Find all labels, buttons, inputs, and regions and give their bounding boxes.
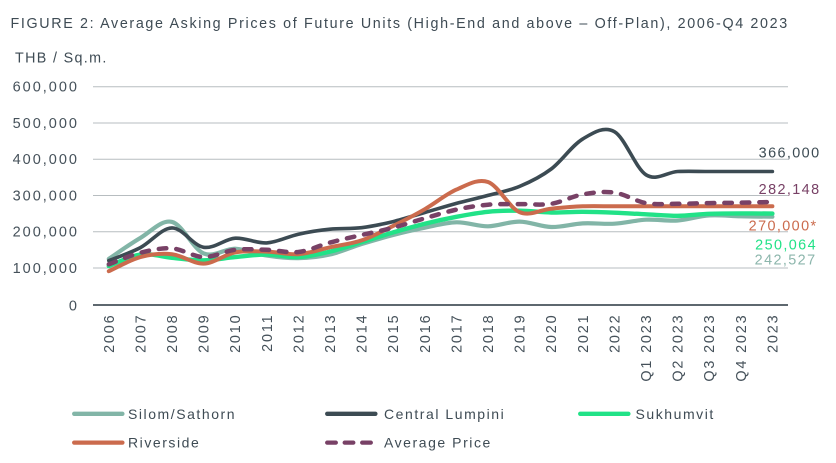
svg-text:2009: 2009 [197,314,213,353]
svg-text:2006: 2006 [102,314,118,353]
svg-text:400,000: 400,000 [13,152,79,168]
svg-text:2016: 2016 [418,314,434,353]
svg-text:Riverside: Riverside [128,435,200,451]
svg-text:Q4 2023: Q4 2023 [734,314,750,382]
svg-text:200,000: 200,000 [13,225,79,241]
svg-text:2012: 2012 [291,314,307,353]
svg-text:600,000: 600,000 [13,80,79,96]
svg-text:2021: 2021 [576,314,592,353]
svg-text:Q2 2023: Q2 2023 [671,314,687,382]
svg-text:300,000: 300,000 [13,188,79,204]
svg-text:2017: 2017 [449,314,465,353]
svg-text:366,000: 366,000 [759,146,821,162]
svg-text:2013: 2013 [323,314,339,353]
svg-text:282,148: 282,148 [759,182,821,198]
svg-text:250,064: 250,064 [755,237,817,253]
svg-text:0: 0 [69,299,79,315]
svg-text:2022: 2022 [607,314,623,353]
svg-text:Q1 2023: Q1 2023 [639,314,655,382]
svg-text:2019: 2019 [513,314,529,353]
svg-text:FIGURE 2: Average Asking Price: FIGURE 2: Average Asking Prices of Futur… [11,16,789,32]
svg-text:2007: 2007 [133,314,149,353]
svg-text:2011: 2011 [260,314,276,352]
svg-text:2015: 2015 [386,314,402,353]
svg-text:2023: 2023 [765,314,781,353]
svg-text:Central Lumpini: Central Lumpini [384,406,505,422]
svg-text:Average Price: Average Price [384,435,492,451]
svg-text:THB / Sq.m.: THB / Sq.m. [15,51,108,67]
svg-text:2014: 2014 [355,314,371,353]
svg-text:100,000: 100,000 [13,261,79,277]
svg-text:2008: 2008 [165,314,181,353]
svg-text:2020: 2020 [544,314,560,353]
svg-text:Silom/Sathorn: Silom/Sathorn [128,406,236,422]
svg-text:2010: 2010 [228,314,244,353]
svg-text:Sukhumvit: Sukhumvit [636,406,715,422]
svg-text:500,000: 500,000 [13,116,79,132]
svg-text:270,000*: 270,000* [749,219,818,235]
svg-text:242,527: 242,527 [755,252,817,268]
svg-text:2018: 2018 [481,314,497,353]
svg-text:Q3 2023: Q3 2023 [702,314,718,382]
